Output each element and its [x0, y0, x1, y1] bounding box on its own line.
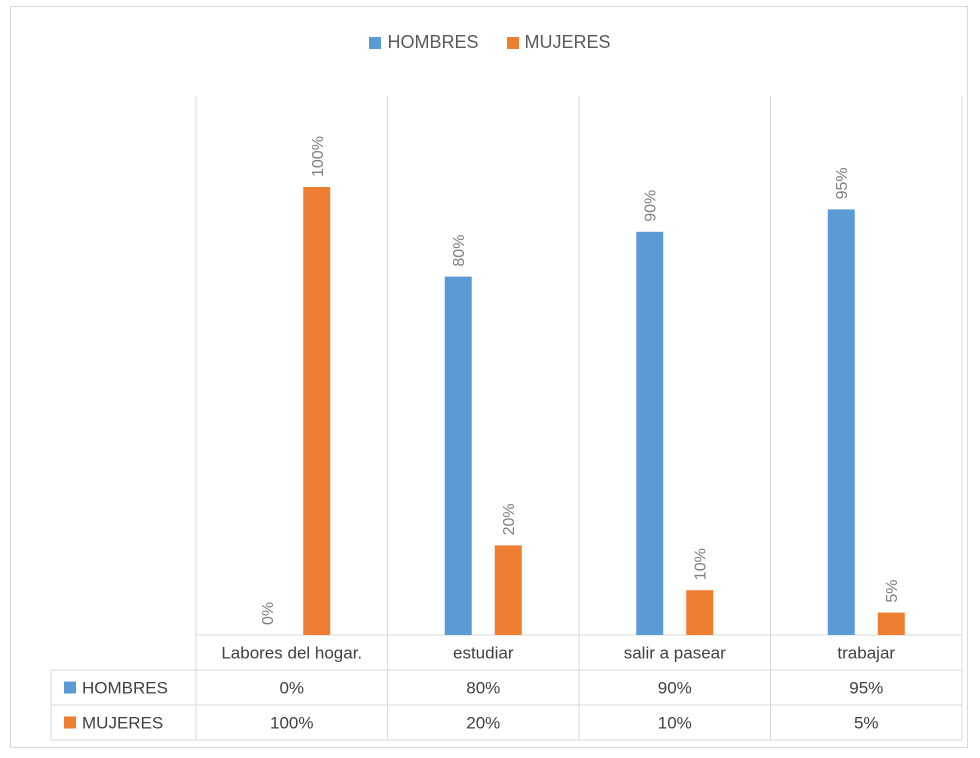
category-label: estudiar	[453, 644, 514, 663]
table-row-header: MUJERES	[82, 714, 163, 733]
data-label: 95%	[834, 167, 851, 199]
table-cell: 5%	[854, 714, 879, 733]
data-label: 90%	[643, 190, 660, 222]
legend: HOMBRES MUJERES	[0, 32, 980, 53]
data-label: 20%	[501, 503, 518, 535]
legend-swatch-mujeres	[506, 36, 519, 49]
table-cell: 95%	[849, 679, 883, 698]
legend-label-hombres: HOMBRES	[387, 32, 479, 52]
table-cell: 0%	[279, 679, 304, 698]
data-label: 5%	[884, 579, 901, 602]
legend-swatch-hombres	[369, 36, 382, 49]
table-cell: 100%	[270, 714, 313, 733]
data-label: 0%	[260, 602, 277, 625]
bar-mujeres	[494, 545, 522, 635]
table-key-mujeres	[64, 716, 76, 729]
legend-item-mujeres: MUJERES	[506, 32, 611, 53]
data-label: 100%	[310, 136, 327, 177]
table-cell: 10%	[658, 714, 692, 733]
bar-hombres	[636, 231, 664, 636]
bar-mujeres	[686, 590, 714, 635]
category-label: salir a pasear	[624, 644, 726, 663]
bar-mujeres	[877, 612, 905, 635]
data-label: 10%	[693, 548, 710, 580]
table-cell: 20%	[466, 714, 500, 733]
table-key-hombres	[64, 681, 76, 694]
chart-frame	[10, 6, 968, 748]
bar-hombres	[444, 276, 472, 635]
table-cell: 80%	[466, 679, 500, 698]
table-row-header: HOMBRES	[82, 679, 168, 698]
bar-hombres	[827, 209, 855, 635]
category-label: trabajar	[837, 644, 895, 663]
data-label: 80%	[451, 235, 468, 267]
category-label: Labores del hogar.	[221, 644, 362, 663]
table-cell: 90%	[658, 679, 692, 698]
legend-item-hombres: HOMBRES	[369, 32, 479, 53]
bar-mujeres	[303, 187, 331, 635]
legend-label-mujeres: MUJERES	[524, 32, 611, 52]
